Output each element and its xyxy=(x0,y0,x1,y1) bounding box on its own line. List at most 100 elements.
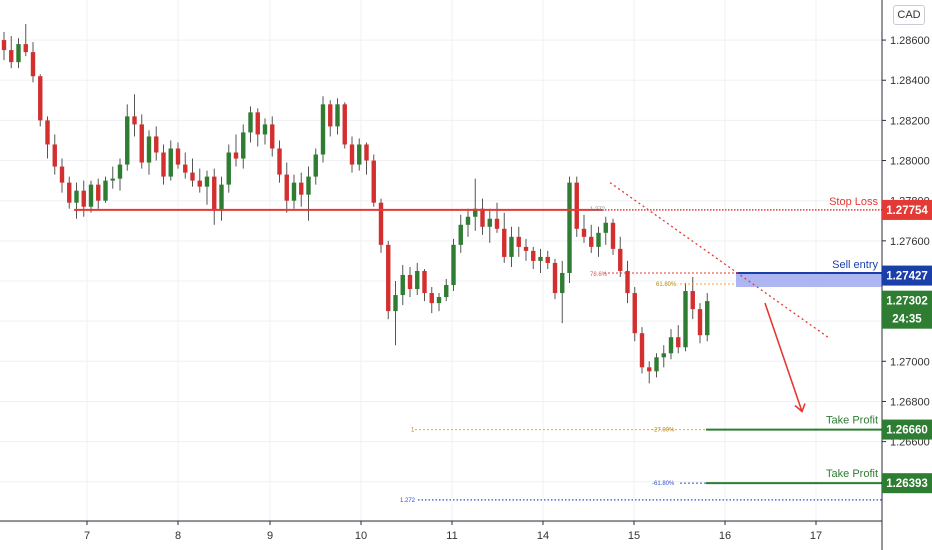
time-tick-label: 15 xyxy=(628,530,640,542)
chart-drawings: Stop Loss 78.6% 61.80% 1.272 Sell entry … xyxy=(74,182,882,504)
candle-down xyxy=(632,293,637,334)
candle-up xyxy=(320,104,326,155)
candle-up xyxy=(487,218,492,227)
candle-up xyxy=(654,357,659,372)
take-profit-1-price: 1.26660 xyxy=(886,425,928,437)
candle-down xyxy=(531,250,536,261)
sell-entry-zone xyxy=(736,272,882,288)
candle-down xyxy=(574,182,579,229)
candle-down xyxy=(59,166,65,183)
take-profit-2-price: 1.26393 xyxy=(886,478,928,490)
candle-up xyxy=(415,270,420,290)
candle-down xyxy=(697,309,703,336)
candle-up xyxy=(357,144,362,165)
stop-loss-label: Stop Loss xyxy=(829,196,878,208)
price-tick-label: 1.26600 xyxy=(890,437,930,449)
candle-up xyxy=(400,274,405,296)
candle-down xyxy=(581,228,587,237)
candle-down xyxy=(38,76,43,121)
candle-down xyxy=(284,174,289,201)
candle-down xyxy=(407,274,413,290)
take-profit-2-badge-box xyxy=(882,473,932,494)
candle-up xyxy=(683,291,688,348)
candle-down xyxy=(690,291,695,310)
candle-down xyxy=(429,293,434,304)
time-tick-label: 17 xyxy=(810,530,822,542)
candle-down xyxy=(647,367,652,372)
candle-up xyxy=(436,297,442,304)
candle-up xyxy=(146,136,152,163)
candle-down xyxy=(378,202,384,245)
candle-up xyxy=(567,182,572,273)
stop-loss-price: 1.27754 xyxy=(886,205,928,217)
down-arrow xyxy=(764,302,806,413)
take-profit-1-label: Take Profit xyxy=(826,415,878,427)
candle-down xyxy=(23,44,28,53)
stop-loss-badge-box xyxy=(882,199,932,220)
time-tick-label: 8 xyxy=(175,530,181,542)
candle-up xyxy=(103,180,108,201)
time-tick-label: 16 xyxy=(719,530,731,542)
candle-down xyxy=(371,160,376,203)
candle-down xyxy=(212,176,217,211)
candle-down xyxy=(183,164,188,173)
candle-down xyxy=(422,270,427,294)
price-badges: 1.27754 1.27427 1.27302 24:35 1.26660 1.… xyxy=(882,199,932,494)
candle-down xyxy=(625,270,630,294)
candle-down xyxy=(342,104,347,145)
time-tick-label: 9 xyxy=(267,530,273,542)
candle-up xyxy=(451,244,456,286)
candle-down xyxy=(30,52,36,77)
candle-up xyxy=(458,224,463,245)
candle-down xyxy=(364,144,369,161)
candle-up xyxy=(313,154,318,177)
currency-label[interactable]: CAD xyxy=(893,5,925,25)
candle-down xyxy=(197,180,202,187)
candle-down xyxy=(328,104,333,127)
candle-up xyxy=(226,152,231,185)
candle-up xyxy=(603,222,608,233)
candle-down xyxy=(494,218,500,229)
candle-countdown: 24:35 xyxy=(892,314,922,326)
candle-up xyxy=(560,272,565,294)
candle-down xyxy=(190,172,195,181)
candle-down xyxy=(139,124,144,163)
candle-down xyxy=(610,222,616,249)
candle-down xyxy=(589,236,594,247)
price-tick-label: 1.28200 xyxy=(890,115,930,127)
last-price: 1.27302 xyxy=(886,296,928,308)
fib-78-label: 78.6% xyxy=(590,272,608,278)
candle-up xyxy=(306,176,311,195)
price-tick-label: 1.27000 xyxy=(890,356,930,368)
candle-up xyxy=(168,148,173,177)
price-tick-label: 1.28400 xyxy=(890,75,930,87)
candle-down xyxy=(480,208,485,227)
candle-up xyxy=(661,353,666,358)
fib-ext-2-pct-label: -61.80% xyxy=(652,481,675,487)
candle-down xyxy=(132,116,137,125)
stop-fib-label: 1.272 xyxy=(590,207,606,213)
price-tick-label: 1.28000 xyxy=(890,156,930,168)
candle-down xyxy=(523,246,529,251)
candle-down xyxy=(386,244,391,312)
candle-down xyxy=(175,148,181,165)
take-profit-1-badge-box xyxy=(882,419,932,440)
time-axis[interactable]: 7 8 9 10 11 14 15 16 17 xyxy=(84,521,822,542)
candle-down xyxy=(277,148,282,175)
candle-down xyxy=(67,182,72,203)
candle-down xyxy=(552,262,558,294)
take-profit-2-label: Take Profit xyxy=(826,468,878,480)
fib-ext-1-label: 1 xyxy=(411,428,415,434)
candle-down xyxy=(502,228,507,257)
candle-up xyxy=(393,295,398,312)
candle-down xyxy=(255,112,260,135)
time-tick-label: 11 xyxy=(446,530,457,542)
candles xyxy=(1,24,710,384)
candle-down xyxy=(233,152,239,159)
candle-up xyxy=(473,208,478,217)
candle-down xyxy=(676,337,681,348)
price-tick-label: 1.26800 xyxy=(890,396,930,408)
chart-grid xyxy=(0,0,882,523)
candle-down xyxy=(96,184,101,201)
